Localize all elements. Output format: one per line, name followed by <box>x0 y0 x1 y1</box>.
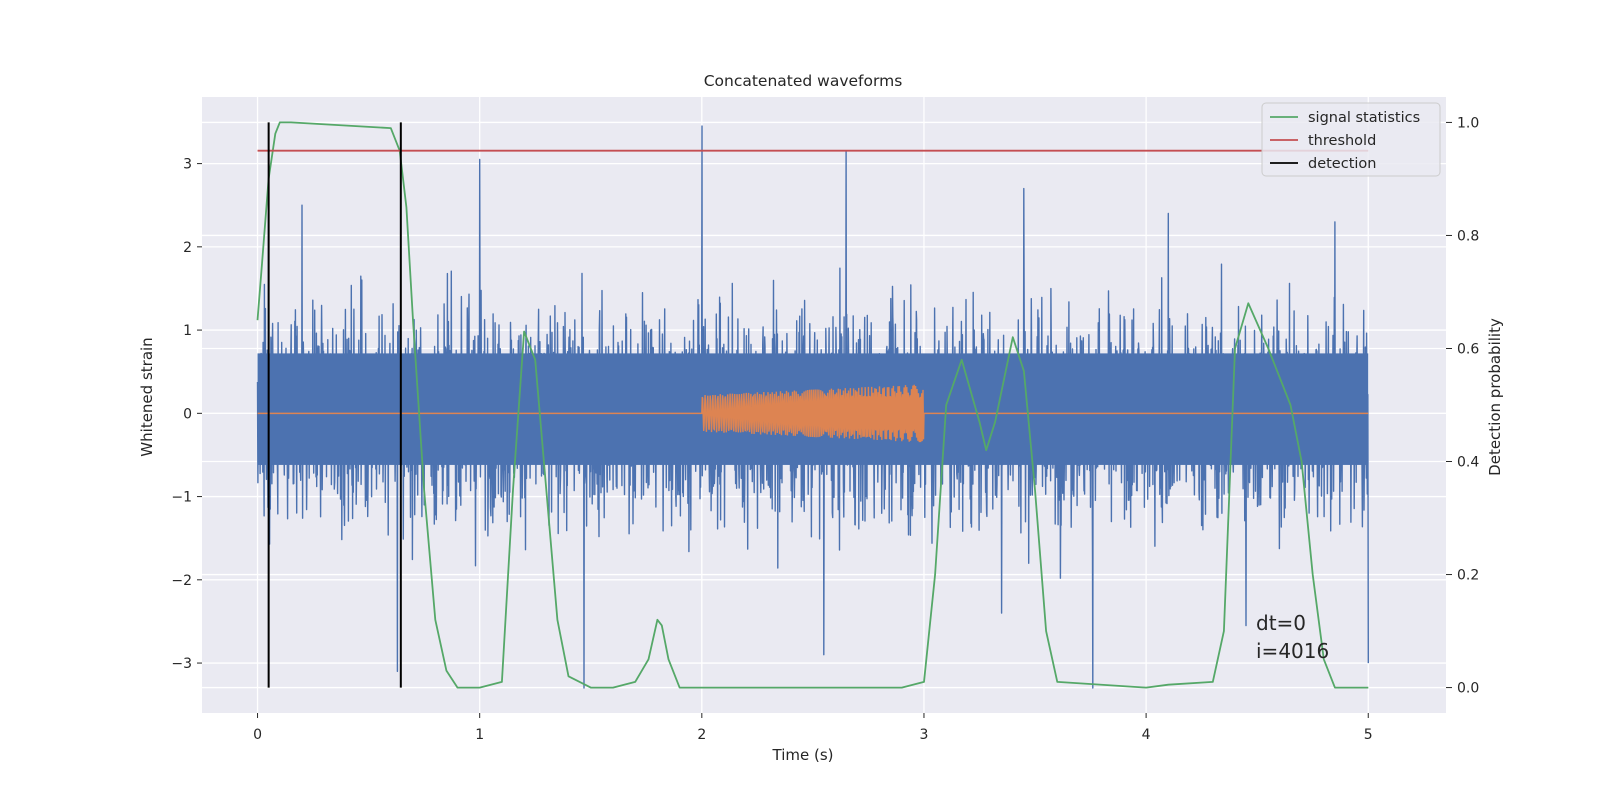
y-tick-label: −2 <box>171 573 192 589</box>
signal-statistics-series <box>256 121 1369 689</box>
x-tick-label: 4 <box>1142 727 1151 743</box>
y2-tick-label: 0.0 <box>1457 681 1479 697</box>
waveform-chirp <box>701 384 925 443</box>
annotation-dt: dt=0 <box>1256 611 1306 635</box>
waveform-series <box>257 384 1369 443</box>
x-tick-label: 0 <box>253 727 262 743</box>
x-axis-label: Time (s) <box>772 746 834 764</box>
legend: signal statistics threshold detection <box>1261 102 1441 177</box>
y2-tick-label: 0.6 <box>1457 341 1479 357</box>
y-tick-label: −3 <box>171 656 192 672</box>
detection-series <box>267 122 402 688</box>
x-tick-label: 3 <box>920 727 929 743</box>
y-axis-label: Whitened strain <box>138 337 156 456</box>
x-tick-label: 5 <box>1364 727 1373 743</box>
legend-box <box>1261 102 1441 177</box>
axis-ticks: 0 1 2 3 4 5 −3 −2 −1 0 1 2 3 0.0 0.2 0.4 0.6 0.8 1.0 <box>171 115 1479 743</box>
annotation-index: i=4016 <box>1256 639 1329 663</box>
x-tick-label: 1 <box>475 727 484 743</box>
y2-tick-label: 0.8 <box>1457 228 1479 244</box>
y2-tick-label: 0.4 <box>1457 455 1479 471</box>
y-tick-label: −1 <box>171 490 192 506</box>
y-tick-label: 2 <box>183 240 192 256</box>
y-tick-label: 0 <box>183 406 192 422</box>
x-tick-label: 2 <box>697 727 706 743</box>
legend-label: detection <box>1308 156 1376 172</box>
y2-tick-label: 1.0 <box>1457 115 1479 131</box>
legend-label: signal statistics <box>1308 110 1420 126</box>
chart-title: Concatenated waveforms <box>704 72 903 90</box>
legend-label: threshold <box>1308 133 1376 149</box>
signal-statistics-line <box>256 121 1369 689</box>
y2-axis-label: Detection probability <box>1486 318 1504 476</box>
y-tick-label: 1 <box>183 323 192 339</box>
y-tick-label: 3 <box>183 157 192 173</box>
y2-tick-label: 0.2 <box>1457 568 1479 584</box>
